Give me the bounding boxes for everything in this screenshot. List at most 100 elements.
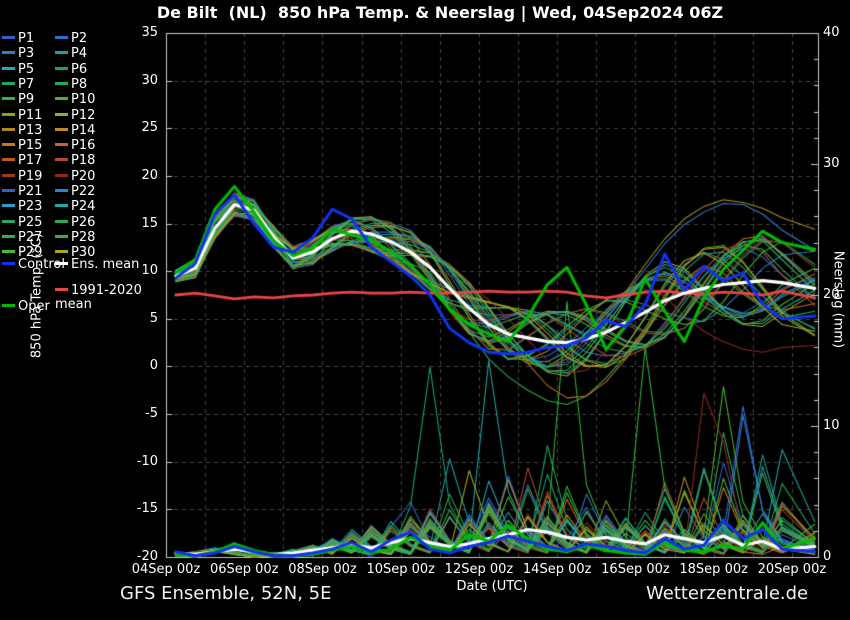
legend-member-p28: P28 <box>55 230 95 245</box>
legend-color-swatch <box>2 250 15 254</box>
y-left-tick-label: 10 <box>141 263 158 279</box>
legend-member-label: P27 <box>18 229 43 245</box>
y-left-tick-label: 35 <box>141 25 158 40</box>
y-left-tick-label: 30 <box>141 72 158 88</box>
legend-member-p12: P12 <box>55 108 95 123</box>
legend-member-label: P18 <box>71 153 96 169</box>
legend-member-label: P5 <box>18 61 35 77</box>
legend-color-swatch <box>2 81 15 85</box>
legend-color-swatch <box>55 189 68 192</box>
legend-color-swatch <box>2 173 15 177</box>
legend-climate-label-1: 1991-2020 <box>71 283 142 298</box>
y-axis-label-right: Neerslag (mm) <box>830 250 846 349</box>
y-left-tick-label: -15 <box>136 501 158 517</box>
legend-control-label: Control <box>18 257 65 272</box>
legend-color-swatch <box>55 51 68 55</box>
legend-member-p13: P13 <box>2 123 42 138</box>
legend-member-p18: P18 <box>55 153 95 168</box>
legend-member-p23: P23 <box>2 199 42 214</box>
legend-member-p21: P21 <box>2 184 42 199</box>
x-tick-label: 10Sep 00z <box>366 562 435 577</box>
legend-member-label: P14 <box>71 122 96 138</box>
legend-color-swatch <box>2 234 15 238</box>
legend-member-p6: P6 <box>55 62 87 77</box>
legend-color-swatch <box>55 127 68 131</box>
legend-color-swatch <box>2 158 15 162</box>
legend-member-label: P16 <box>71 138 96 154</box>
legend-member-p26: P26 <box>55 215 95 230</box>
legend-member-label: P24 <box>71 199 96 215</box>
legend-color-swatch <box>55 158 68 162</box>
y-left-tick-label: 20 <box>141 167 158 183</box>
legend-member-p22: P22 <box>55 184 95 199</box>
x-tick-label: 20Sep 00z <box>757 562 827 577</box>
y-left-tick-label: -10 <box>136 453 158 469</box>
footer-site-name: Wetterzentrale.de <box>646 583 809 604</box>
legend-color-swatch <box>55 97 68 101</box>
legend-member-p5: P5 <box>2 62 34 77</box>
legend-color-swatch <box>2 36 15 39</box>
y-right-tick-label: 10 <box>823 418 840 433</box>
y-right-tick-label: 30 <box>823 156 840 171</box>
legend-color-swatch <box>55 250 68 254</box>
legend-member-p19: P19 <box>2 169 42 184</box>
chart-title: De Bilt (NL) 850 hPa Temp. & Neerslag | … <box>156 3 724 22</box>
legend-control: Control <box>2 257 65 272</box>
y-right-tick-label: 0 <box>823 549 832 564</box>
climate-color-swatch <box>55 288 68 291</box>
legend-color-swatch <box>2 219 15 223</box>
ens-mean-color-swatch <box>55 262 68 265</box>
legend-member-label: P12 <box>71 107 96 123</box>
legend-member-label: P25 <box>18 214 43 230</box>
legend-color-swatch <box>2 189 15 192</box>
legend-ens-mean: Ens. mean <box>55 257 139 272</box>
legend-member-label: P19 <box>18 168 43 184</box>
legend-member-label: P2 <box>71 31 88 46</box>
legend-color-swatch <box>2 127 15 131</box>
legend-color-swatch <box>2 97 15 101</box>
legend-member-p9: P9 <box>2 92 34 107</box>
legend-member-label: P6 <box>71 61 88 77</box>
legend-color-swatch <box>55 219 68 223</box>
legend-color-swatch <box>2 51 15 55</box>
legend-color-swatch <box>2 112 15 116</box>
x-tick-label: 06Sep 00z <box>209 562 279 577</box>
legend-member-p17: P17 <box>2 153 42 168</box>
legend-member-label: P7 <box>18 76 35 92</box>
legend-member-p15: P15 <box>2 138 42 153</box>
legend-member-p16: P16 <box>55 138 95 153</box>
y-right-tick-label: 20 <box>823 287 840 302</box>
legend-member-label: P11 <box>18 107 43 123</box>
legend-member-label: P9 <box>18 92 35 108</box>
legend-member-p2: P2 <box>55 31 87 46</box>
legend-member-label: P21 <box>18 184 43 199</box>
legend-member-label: P26 <box>71 214 96 230</box>
legend-oper: Oper <box>2 299 50 314</box>
x-tick-label: 04Sep 00z <box>131 562 201 577</box>
legend-member-p29: P29 <box>2 245 42 260</box>
x-tick-label: 16Sep 00z <box>601 562 670 577</box>
x-axis-label: Date (UTC) <box>456 579 528 594</box>
footer-model-info: GFS Ensemble, 52N, 5E <box>120 583 332 604</box>
legend-member-label: P28 <box>71 229 96 245</box>
legend-member-p30: P30 <box>55 245 95 260</box>
legend-member-label: P29 <box>18 245 43 261</box>
legend-member-p20: P20 <box>55 169 95 184</box>
x-tick-label: 18Sep 00z <box>679 562 748 577</box>
legend-color-swatch <box>2 66 15 70</box>
y-left-tick-label: 0 <box>149 358 158 374</box>
legend-member-label: P4 <box>71 46 88 62</box>
legend-color-swatch <box>55 204 68 208</box>
legend-member-p3: P3 <box>2 46 34 61</box>
legend-member-label: P23 <box>18 199 43 215</box>
y-left-tick-label: 5 <box>149 310 158 326</box>
legend-member-label: P22 <box>71 184 96 199</box>
x-tick-label: 14Sep 00z <box>522 562 592 577</box>
legend-member-p7: P7 <box>2 77 34 92</box>
ensemble-legend: Control Ens. mean 1991-2020 mean Oper P1… <box>2 0 142 620</box>
legend-color-swatch <box>2 204 15 208</box>
legend-member-p11: P11 <box>2 108 42 123</box>
y-right-tick-label: 40 <box>823 25 840 40</box>
y-left-tick-label: 15 <box>141 215 158 231</box>
